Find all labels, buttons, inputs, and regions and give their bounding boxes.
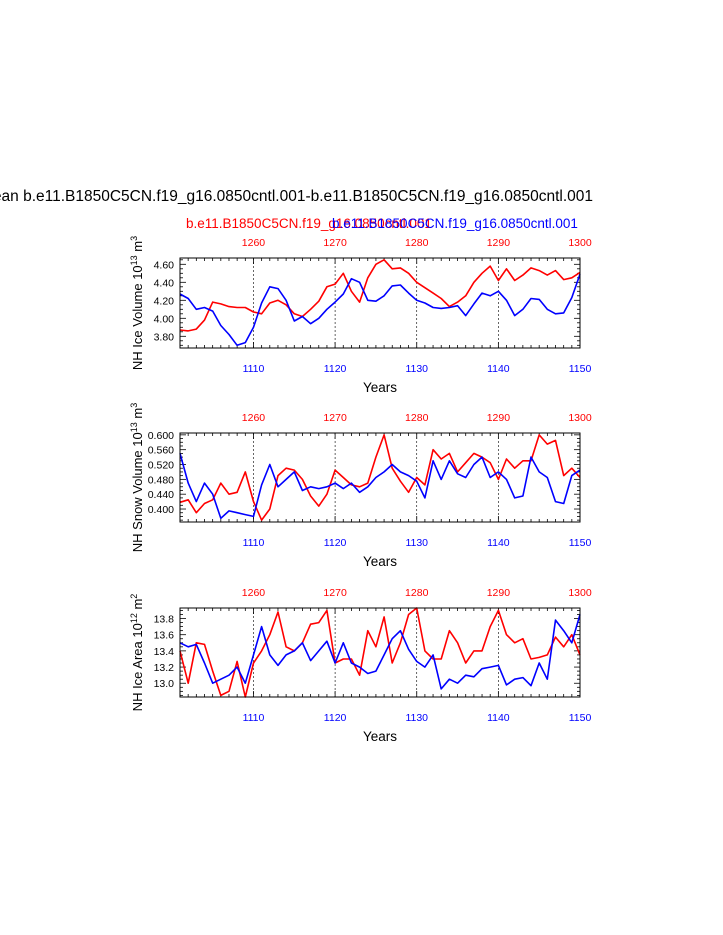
x-axis-title: Years bbox=[363, 380, 397, 395]
x-top-tick-label: 1280 bbox=[405, 412, 429, 424]
figure-title: Mean b.e11.B1850C5CN.f19_g16.0850cntl.00… bbox=[0, 188, 593, 205]
y-tick-label: 0.560 bbox=[148, 445, 174, 457]
x-bottom-tick-label: 1120 bbox=[324, 712, 347, 724]
y-tick-label: 13.0 bbox=[154, 678, 175, 690]
y-tick-label: 0.600 bbox=[148, 430, 174, 442]
x-bottom-tick-label: 1120 bbox=[324, 537, 347, 549]
y-axis-title: NH Snow Volume 1013 m3 bbox=[129, 403, 145, 552]
plot-frame bbox=[179, 257, 581, 349]
x-bottom-tick-label: 1140 bbox=[487, 537, 510, 549]
y-tick-label: 0.440 bbox=[148, 489, 174, 501]
chart-panel-1: 3.80 4.00 4.20 4.40 4.60 1110 1120 1130 1140 1150… bbox=[129, 236, 592, 395]
series-line-blue bbox=[179, 453, 581, 520]
subtitle-blue-case: b.e11.B1850C5CN.f19_g16.0850cntl.001 bbox=[332, 216, 578, 231]
y-tick-label: 13.2 bbox=[154, 662, 175, 674]
y-tick-label: 4.60 bbox=[154, 259, 175, 271]
series-line-red bbox=[179, 607, 581, 698]
y-tick-label: 13.4 bbox=[154, 646, 175, 658]
y-tick-label: 4.00 bbox=[154, 313, 175, 325]
x-top-tick-label: 1270 bbox=[323, 412, 347, 424]
chart-panel-2: 0.400 0.440 0.480 0.520 0.560 0.600 1110 1120 11… bbox=[129, 403, 592, 569]
x-axis-title: Years bbox=[363, 729, 397, 744]
x-top-tick-label: 1270 bbox=[323, 587, 347, 599]
x-top-tick-label: 1290 bbox=[487, 587, 511, 599]
x-top-tick-label: 1280 bbox=[405, 587, 429, 599]
x-bottom-tick-label: 1130 bbox=[405, 712, 428, 724]
x-top-tick-label: 1260 bbox=[242, 237, 266, 249]
y-axis-title: NH Ice Area 1012 m2 bbox=[129, 594, 145, 712]
x-top-tick-label: 1300 bbox=[568, 237, 592, 249]
series-line-blue bbox=[179, 273, 581, 347]
x-top-tick-label: 1290 bbox=[487, 412, 511, 424]
y-tick-label: 13.6 bbox=[154, 630, 175, 642]
series-line-red bbox=[179, 258, 581, 332]
x-top-tick-label: 1260 bbox=[242, 412, 266, 424]
y-tick-label: 0.520 bbox=[148, 460, 174, 472]
x-bottom-tick-label: 1110 bbox=[243, 712, 265, 724]
y-axis-title: NH Ice Volume 1013 m3 bbox=[129, 236, 145, 370]
x-bottom-tick-label: 1150 bbox=[569, 363, 592, 375]
plot-frame bbox=[179, 432, 581, 523]
y-tick-label: 13.8 bbox=[154, 614, 175, 626]
x-bottom-tick-label: 1120 bbox=[324, 363, 347, 375]
chart-panel-3: 13.0 13.2 13.4 13.6 13.8 1110 1120 1130 1140 1150… bbox=[129, 587, 592, 744]
x-top-tick-label: 1300 bbox=[568, 412, 592, 424]
y-tick-label: 0.400 bbox=[148, 504, 174, 516]
y-tick-label: 4.20 bbox=[154, 295, 175, 307]
x-bottom-tick-label: 1110 bbox=[243, 537, 265, 549]
x-bottom-tick-label: 1140 bbox=[487, 363, 510, 375]
x-top-tick-label: 1300 bbox=[568, 587, 592, 599]
series-line-blue bbox=[179, 614, 581, 690]
x-bottom-tick-label: 1110 bbox=[243, 363, 265, 375]
x-top-tick-label: 1290 bbox=[487, 237, 511, 249]
x-axis-title: Years bbox=[363, 554, 397, 569]
y-tick-label: 0.480 bbox=[148, 474, 174, 486]
plot-frame bbox=[179, 607, 581, 698]
x-top-tick-label: 1260 bbox=[242, 587, 266, 599]
x-bottom-tick-label: 1150 bbox=[569, 712, 592, 724]
y-tick-label: 4.40 bbox=[154, 277, 175, 289]
x-bottom-tick-label: 1130 bbox=[405, 363, 428, 375]
y-tick-label: 3.80 bbox=[154, 331, 175, 343]
x-bottom-tick-label: 1140 bbox=[487, 712, 510, 724]
subtitle-red-case: b.e11.B1850C5CN.f19_g16.0850cntl.001 bbox=[186, 216, 432, 231]
series-line-red bbox=[179, 434, 581, 521]
x-bottom-tick-label: 1150 bbox=[569, 537, 592, 549]
x-top-tick-label: 1270 bbox=[323, 237, 347, 249]
x-top-tick-label: 1280 bbox=[405, 237, 429, 249]
x-bottom-tick-label: 1130 bbox=[405, 537, 428, 549]
